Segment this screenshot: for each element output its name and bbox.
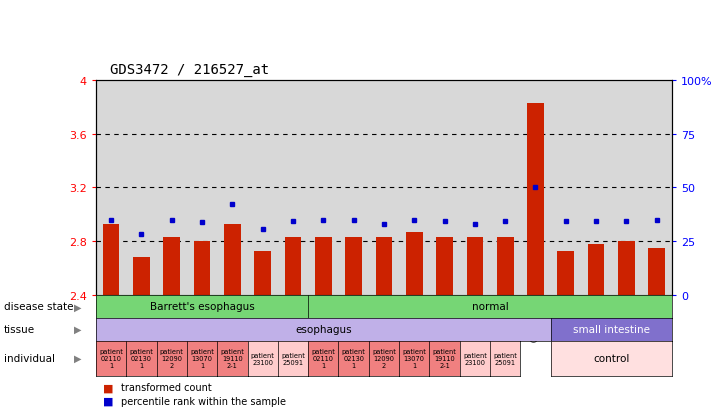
Bar	[346, 237, 362, 295]
Text: patient
23100: patient 23100	[251, 352, 274, 365]
Text: patient
25091: patient 25091	[493, 352, 517, 365]
Text: ■: ■	[103, 382, 114, 392]
Bar	[648, 248, 665, 295]
Text: patient
02110
1: patient 02110 1	[311, 348, 336, 368]
Text: patient
19110
2-1: patient 19110 2-1	[220, 348, 245, 368]
Text: small intestine: small intestine	[573, 324, 650, 335]
Bar	[557, 251, 574, 295]
Text: disease state: disease state	[4, 301, 73, 312]
Text: percentile rank within the sample: percentile rank within the sample	[121, 396, 286, 406]
Bar	[618, 242, 635, 295]
Bar	[375, 237, 392, 295]
Bar	[527, 103, 544, 295]
Bar	[164, 237, 180, 295]
Text: ▶: ▶	[75, 324, 82, 335]
Text: patient
12090
2: patient 12090 2	[372, 348, 396, 368]
Text: normal: normal	[471, 301, 508, 312]
Bar	[284, 237, 301, 295]
Text: patient
23100: patient 23100	[463, 352, 487, 365]
Text: GDS3472 / 216527_at: GDS3472 / 216527_at	[110, 62, 269, 76]
Text: individual: individual	[4, 353, 55, 363]
Text: Barrett's esophagus: Barrett's esophagus	[150, 301, 255, 312]
Text: ▶: ▶	[75, 301, 82, 312]
Bar	[315, 237, 331, 295]
Bar	[588, 244, 604, 295]
Bar	[466, 237, 483, 295]
Text: patient
25091: patient 25091	[281, 352, 305, 365]
Text: patient
02130
1: patient 02130 1	[129, 348, 154, 368]
Text: patient
13070
1: patient 13070 1	[402, 348, 426, 368]
Text: esophagus: esophagus	[295, 324, 352, 335]
Bar	[255, 251, 271, 295]
Bar	[437, 237, 453, 295]
Bar	[193, 242, 210, 295]
Text: control: control	[593, 353, 629, 363]
Bar	[103, 224, 119, 295]
Text: patient
02130
1: patient 02130 1	[342, 348, 365, 368]
Text: ▶: ▶	[75, 353, 82, 363]
Bar	[133, 258, 150, 295]
Text: ■: ■	[103, 396, 114, 406]
Text: patient
12090
2: patient 12090 2	[160, 348, 183, 368]
Bar	[224, 224, 241, 295]
Bar	[497, 237, 513, 295]
Bar	[406, 232, 422, 295]
Text: patient
13070
1: patient 13070 1	[190, 348, 214, 368]
Text: transformed count: transformed count	[121, 382, 212, 392]
Text: tissue: tissue	[4, 324, 35, 335]
Text: patient
19110
2-1: patient 19110 2-1	[432, 348, 456, 368]
Text: patient
02110
1: patient 02110 1	[100, 348, 123, 368]
